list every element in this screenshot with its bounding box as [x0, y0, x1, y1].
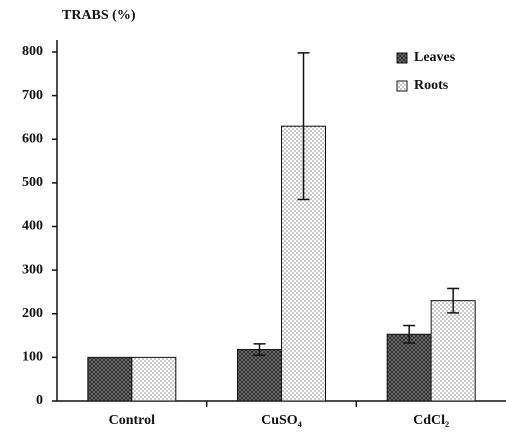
- y-tick-label: 0: [36, 393, 43, 408]
- y-tick-label: 400: [22, 219, 43, 234]
- legend-label: Roots: [414, 78, 449, 93]
- error-bar: [447, 287, 460, 314]
- y-axis-label: TRABS (%): [62, 8, 136, 23]
- y-tick-label: 700: [22, 88, 43, 103]
- error-bar: [253, 343, 266, 356]
- y-tick-label: 600: [22, 131, 43, 146]
- bar: [87, 356, 133, 402]
- legend-label: Leaves: [414, 50, 456, 65]
- x-tick-label: Control: [109, 413, 156, 428]
- y-tick-label: 300: [22, 262, 43, 277]
- bar: [386, 333, 432, 402]
- y-tick-label: 200: [22, 306, 43, 321]
- error-bar: [403, 324, 416, 344]
- y-tick-label: 100: [22, 350, 43, 365]
- x-tick-label: CuSO₄: [261, 413, 303, 428]
- legend-swatch: [396, 80, 408, 92]
- legend-swatch: [396, 52, 408, 64]
- error-bar: [297, 52, 310, 201]
- y-tick-label: 800: [22, 44, 43, 59]
- bar: [281, 125, 326, 402]
- y-tick-label: 500: [22, 175, 43, 190]
- bar: [131, 356, 177, 402]
- bar: [237, 349, 282, 402]
- bar: [430, 300, 476, 402]
- x-tick-label: CdCl₂: [413, 413, 449, 428]
